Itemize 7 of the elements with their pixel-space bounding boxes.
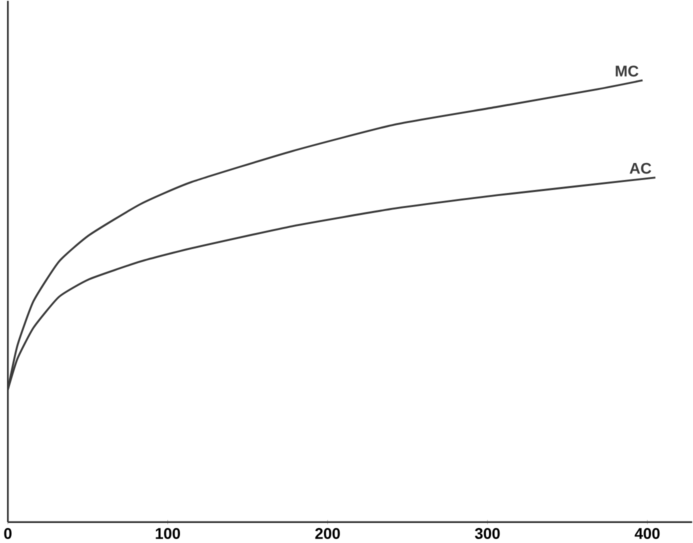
- series-label: AC: [630, 163, 652, 174]
- x-tick-label: 0: [4, 528, 12, 540]
- x-tick-label: 300: [474, 528, 500, 540]
- x-tick-label: 200: [315, 528, 340, 540]
- series-label: MC: [616, 66, 638, 77]
- x-tick-label: 100: [156, 528, 180, 540]
- x-tick-label: 400: [634, 528, 660, 540]
